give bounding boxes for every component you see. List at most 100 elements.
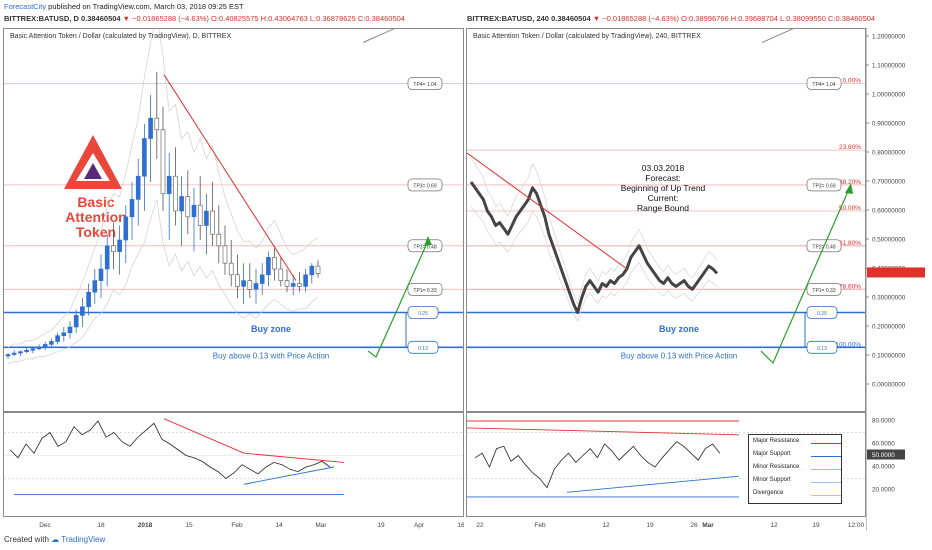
time-tick: Feb bbox=[534, 522, 546, 529]
tp4-label: TP4= 1.04 bbox=[413, 82, 436, 88]
candle-body bbox=[55, 335, 60, 342]
forecast-arrowhead bbox=[845, 183, 853, 194]
high: H:0.43064763 bbox=[260, 14, 308, 23]
fib-label: 38.20% bbox=[839, 179, 861, 186]
right-price-pane[interactable]: 0.00% 23.60% 38.20% 50.00% 61.80% 78.60% 100.0… bbox=[466, 28, 866, 412]
forecast-text-line: Beginning of Up Trend bbox=[621, 183, 706, 193]
legend-swatch bbox=[811, 456, 841, 457]
candle-body bbox=[24, 349, 29, 352]
fib-label: 100.00% bbox=[835, 341, 861, 348]
candle-body bbox=[142, 138, 147, 177]
candle-body bbox=[36, 346, 42, 350]
time-tick: 2018 bbox=[138, 522, 153, 529]
candle-body bbox=[117, 239, 122, 252]
axis-label: 1.00000000 bbox=[872, 92, 906, 99]
candle-body bbox=[160, 129, 166, 194]
fib-label: 23.60% bbox=[839, 144, 861, 151]
publish-line: ForecastCity published on TradingView.co… bbox=[4, 2, 244, 12]
upper-band bbox=[7, 29, 319, 348]
site-link[interactable]: ForecastCity bbox=[4, 2, 47, 11]
candle-body bbox=[98, 268, 104, 281]
time-tick: 12 bbox=[770, 522, 778, 529]
upper-band bbox=[470, 157, 718, 305]
candle-body bbox=[135, 175, 141, 200]
candle-body bbox=[104, 245, 110, 270]
left-oscillator-pane[interactable] bbox=[3, 412, 464, 517]
fib-label: 50.00% bbox=[839, 205, 861, 212]
candle-body bbox=[297, 283, 302, 287]
time-tick: 12:00 bbox=[848, 522, 865, 529]
osc-value-badge bbox=[867, 449, 905, 460]
candle-body bbox=[61, 332, 67, 336]
published-text: published on TradingView.com, March 03, … bbox=[46, 2, 244, 11]
candle-body bbox=[129, 199, 135, 218]
candle-body bbox=[73, 315, 79, 328]
time-tick: 22 bbox=[476, 522, 484, 529]
time-tick: 19 bbox=[377, 522, 385, 529]
tp4-label-box bbox=[407, 77, 443, 90]
zone-top-label-box bbox=[407, 306, 439, 319]
bat-logo-core bbox=[84, 163, 102, 179]
logo-text-line: Token bbox=[76, 224, 116, 240]
forecast-text-line: Range Bound bbox=[637, 203, 689, 213]
legend-item: Minor Support bbox=[753, 477, 841, 487]
osc-divergence-res bbox=[163, 418, 245, 454]
forecast-arrow bbox=[760, 188, 850, 365]
zone-top-label: 0.25 bbox=[418, 311, 428, 317]
candle-body bbox=[204, 210, 209, 226]
candle-body bbox=[241, 280, 246, 287]
lower-band bbox=[7, 199, 319, 364]
zone-top-label-box bbox=[806, 306, 838, 319]
candle-body bbox=[42, 344, 48, 348]
current-price-badge bbox=[867, 267, 925, 278]
resistance-trendline bbox=[163, 74, 297, 281]
candle-body bbox=[80, 306, 85, 316]
time-tick: Feb bbox=[231, 522, 243, 529]
tp3-label-box bbox=[407, 178, 443, 192]
fib-label: 61.80% bbox=[839, 240, 861, 247]
tp3-label: TP3= 0.69 bbox=[413, 183, 436, 189]
candle-body bbox=[11, 352, 17, 355]
legend-swatch bbox=[811, 469, 841, 470]
candle-body bbox=[5, 354, 11, 357]
osc-axis-label: 40.0000 bbox=[872, 464, 895, 471]
low: L:0.38099550 bbox=[779, 14, 826, 23]
forecast-text-line: Forecast: bbox=[645, 173, 680, 183]
time-tick: 15 bbox=[185, 522, 193, 529]
candle-body bbox=[173, 175, 178, 212]
candle-body bbox=[86, 291, 91, 308]
candle-body bbox=[18, 351, 23, 354]
legend-item: Divergence bbox=[753, 490, 841, 500]
fib-label: 0.00% bbox=[843, 77, 862, 84]
zone-top-label: 0.25 bbox=[817, 311, 827, 317]
osc-axis-label: 60.0000 bbox=[872, 441, 895, 448]
low: L:0.36878625 bbox=[309, 14, 356, 23]
legend-swatch bbox=[811, 495, 841, 496]
candle-body bbox=[272, 257, 277, 270]
osc-line bbox=[474, 441, 721, 489]
time-tick: Mar bbox=[702, 522, 714, 529]
osc-sup-trend bbox=[243, 466, 335, 485]
tp5-pointer bbox=[362, 29, 395, 43]
candle-body bbox=[216, 233, 222, 247]
close: C:0.38460504 bbox=[357, 14, 405, 23]
tradingview-link[interactable]: TradingView bbox=[61, 535, 106, 544]
legend-item: Major Support bbox=[753, 451, 841, 461]
axis-label: 1.20000000 bbox=[872, 34, 906, 41]
osc-res-trend bbox=[243, 452, 345, 463]
candle-body bbox=[210, 210, 215, 235]
tp1-label-box bbox=[407, 283, 443, 296]
tp3-label-box bbox=[806, 178, 842, 192]
open: O:0.40825575 bbox=[211, 14, 259, 23]
change: ▼ −0.01865288 (−4.63%) bbox=[592, 14, 680, 23]
candle-body bbox=[154, 117, 160, 131]
axis-label: 1.10000000 bbox=[872, 63, 906, 70]
zone-bottom-label-box bbox=[407, 340, 439, 354]
axis-label: 0.60000000 bbox=[872, 208, 906, 215]
time-tick: Apr bbox=[414, 522, 425, 529]
osc-axis-label: 80.0000 bbox=[872, 418, 895, 425]
forecast-arrow bbox=[367, 240, 429, 358]
candle-body bbox=[259, 274, 265, 284]
price-axis[interactable]: 1.20000000 1.10000000 1.00000000 0.90000000… bbox=[866, 28, 932, 531]
